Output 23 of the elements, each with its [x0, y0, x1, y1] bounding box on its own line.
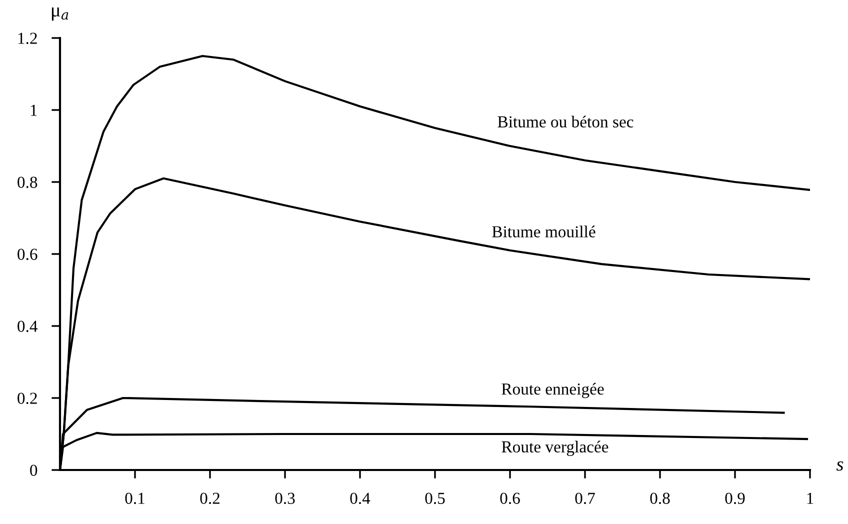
x-axis-title: s — [836, 461, 844, 471]
x-tick-label: 1 — [807, 492, 814, 504]
y-tick-label: 0 — [30, 464, 38, 476]
x-tick-label: 0.4 — [350, 492, 370, 504]
x-tick-label: 0.9 — [725, 492, 745, 504]
series-label: Route verglacée — [502, 440, 608, 456]
x-tick-label: 0.1 — [125, 492, 144, 504]
x-tick-label: 0.2 — [200, 492, 220, 504]
x-tick-label: 0.7 — [575, 492, 595, 504]
series-label: Bitume ou béton sec — [498, 116, 634, 128]
x-tick-label: 0.8 — [650, 492, 670, 504]
series-label: Bitume mouillé — [492, 226, 596, 238]
y-tick-label: 0.2 — [18, 392, 37, 404]
y-tick-label: 0.6 — [18, 248, 38, 260]
y-tick-label: 1 — [30, 104, 37, 116]
y-axis-title: μ$_{a}$ — [52, 8, 68, 21]
x-tick-label: 0.3 — [275, 492, 295, 504]
y-tick-label: 1.2 — [18, 32, 37, 44]
y-tick-label: 0.4 — [18, 320, 38, 332]
series-label: Route enneigée — [502, 382, 604, 398]
x-tick-label: 0.6 — [500, 492, 520, 504]
y-tick-label: 0.8 — [18, 176, 38, 188]
x-tick-label: 0.5 — [425, 492, 445, 504]
